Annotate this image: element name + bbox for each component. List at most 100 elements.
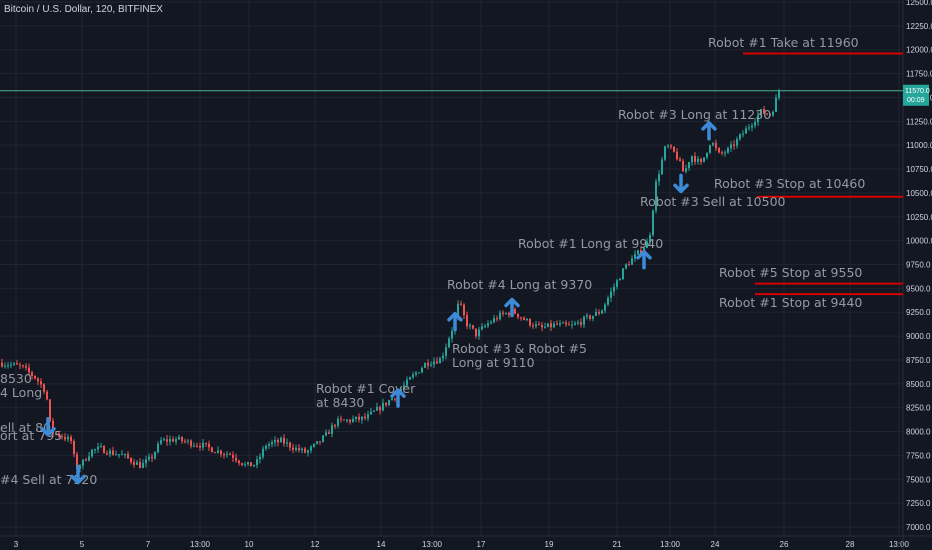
candle-body	[484, 325, 486, 327]
candle-body	[301, 448, 303, 451]
y-tick-label: 9250.0	[906, 308, 931, 317]
candle-body	[385, 402, 387, 405]
trade-annotation: Robot #1 Cover	[316, 381, 416, 396]
candle-body	[649, 235, 651, 242]
y-tick-label: 10750.0	[906, 165, 932, 174]
candle-body	[13, 363, 15, 365]
symbol-title: Bitcoin / U.S. Dollar, 120, BITFINEX	[4, 4, 163, 15]
candle-body	[652, 210, 654, 236]
candle-body	[436, 361, 438, 364]
trade-annotation: Long at 9110	[452, 355, 535, 370]
candle-body	[73, 440, 75, 455]
candle-body	[586, 315, 588, 317]
candle-body	[601, 310, 603, 314]
candle-body	[64, 437, 66, 440]
candle-body	[529, 319, 531, 326]
candle-body	[25, 366, 27, 368]
x-tick-label: 10	[245, 540, 254, 549]
candle-body	[700, 158, 702, 162]
candle-body	[577, 322, 579, 324]
candle-body	[490, 322, 492, 324]
candle-body	[94, 449, 96, 451]
y-tick-label: 8000.0	[906, 428, 931, 437]
candle-body	[133, 462, 135, 465]
y-tick-label: 10250.0	[906, 213, 932, 222]
candle-body	[685, 168, 687, 172]
candle-body	[58, 433, 60, 437]
candle-body	[613, 286, 615, 292]
arrow-down-icon	[70, 464, 86, 485]
candle-body	[562, 322, 564, 324]
candle-body	[646, 241, 648, 249]
candle-body	[244, 464, 246, 466]
candle-body	[115, 454, 117, 456]
candle-body	[553, 323, 555, 328]
candle-body	[412, 374, 414, 378]
candle-body	[667, 145, 669, 147]
candle-body	[139, 462, 141, 468]
candle-body	[142, 463, 144, 468]
candle-body	[517, 313, 519, 318]
x-tick-label: 7	[146, 540, 151, 549]
y-tick-label: 12250.0	[906, 22, 932, 31]
candle-body	[361, 416, 363, 420]
candle-body	[112, 450, 114, 455]
candle-body	[232, 454, 234, 458]
candle-body	[388, 400, 390, 405]
x-tick-label: 13:00	[422, 540, 443, 549]
candle-body	[610, 291, 612, 298]
trade-annotation: at 8430	[316, 395, 364, 410]
candle-body	[433, 361, 435, 365]
candle-body	[304, 448, 306, 453]
candle-body	[157, 443, 159, 453]
candle-body	[4, 365, 6, 367]
candle-body	[10, 364, 12, 366]
candle-body	[364, 416, 366, 419]
level-label: Robot #1 Stop at 9440	[719, 295, 862, 310]
candle-body	[502, 312, 504, 314]
candle-body	[637, 250, 639, 255]
candle-body	[547, 323, 549, 327]
candle-body	[178, 436, 180, 440]
candle-body	[739, 134, 741, 139]
candle-body	[709, 145, 711, 153]
y-tick-label: 12000.0	[906, 46, 932, 55]
candle-body	[82, 459, 84, 466]
candle-body	[544, 326, 546, 328]
candle-body	[778, 91, 780, 98]
candle-body	[31, 372, 33, 376]
candle-body	[658, 174, 660, 182]
trade-annotation: Robot #3 Sell at 10500	[640, 194, 786, 209]
candle-body	[187, 440, 189, 442]
candle-body	[748, 127, 750, 129]
candle-body	[730, 144, 732, 149]
candle-body	[550, 323, 552, 328]
candle-body	[40, 381, 42, 385]
candle-body	[478, 329, 480, 337]
candle-body	[22, 365, 24, 367]
candle-body	[775, 97, 777, 112]
candle-body	[235, 457, 237, 461]
candle-body	[427, 362, 429, 366]
candle-body	[439, 358, 441, 364]
candle-body	[565, 322, 567, 325]
y-tick-label: 7000.0	[906, 523, 931, 532]
candle-body	[622, 268, 624, 280]
candle-body	[118, 454, 120, 456]
arrow-down-icon	[673, 173, 689, 194]
x-tick-label: 13:00	[190, 540, 211, 549]
candle-body	[538, 324, 540, 326]
candle-body	[403, 385, 405, 390]
x-tick-label: 24	[711, 540, 720, 549]
candle-body	[310, 446, 312, 451]
candle-body	[100, 446, 102, 448]
y-tick-label: 9000.0	[906, 332, 931, 341]
candle-body	[487, 323, 489, 326]
candle-body	[736, 138, 738, 146]
candle-body	[154, 452, 156, 459]
candle-body	[760, 108, 762, 116]
candle-body	[508, 313, 510, 316]
candle-body	[46, 391, 48, 400]
candle-body	[763, 108, 765, 114]
